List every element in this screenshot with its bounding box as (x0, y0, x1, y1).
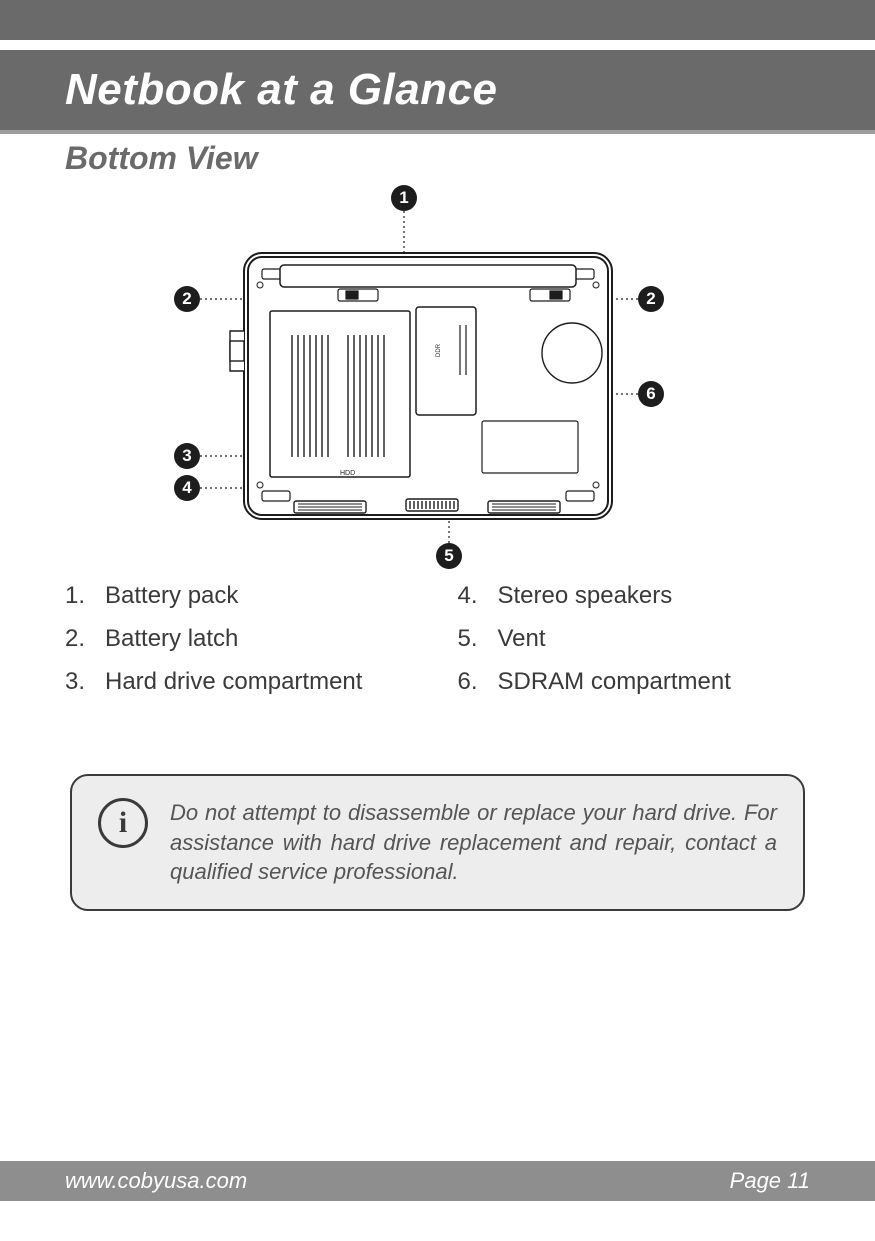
legend-item: 4. Stereo speakers (458, 580, 811, 611)
svg-text:HDD: HDD (340, 470, 355, 477)
page-footer: www.cobyusa.com Page 11 (0, 1161, 875, 1201)
legend-item: 6. SDRAM compartment (458, 666, 811, 697)
footer-page: Page 11 (730, 1168, 810, 1194)
legend-item: 1. Battery pack (65, 580, 418, 611)
callout-5: 5 (436, 543, 462, 569)
bottom-view-diagram: HDD DDR 1 2 2 6 3 4 5 (170, 185, 705, 575)
svg-text:DDR: DDR (436, 343, 442, 357)
section-subtitle: Bottom View (65, 140, 258, 177)
legend-text: SDRAM compartment (498, 666, 731, 697)
legend-text: Hard drive compartment (105, 666, 362, 697)
legend-col-1: 1. Battery pack 2. Battery latch 3. Hard… (65, 580, 418, 710)
legend-col-2: 4. Stereo speakers 5. Vent 6. SDRAM comp… (458, 580, 811, 710)
callout-2a: 2 (174, 286, 200, 312)
legend-num: 5. (458, 623, 484, 654)
page-header: Netbook at a Glance (0, 0, 875, 134)
header-title-bar: Netbook at a Glance (0, 50, 875, 134)
info-callout-box: i Do not attempt to disassemble or repla… (70, 774, 805, 911)
legend-text: Vent (498, 623, 546, 654)
header-top-strip (0, 0, 875, 40)
legend-num: 1. (65, 580, 91, 611)
legend-item: 5. Vent (458, 623, 811, 654)
info-text: Do not attempt to disassemble or replace… (170, 798, 777, 887)
callout-2b: 2 (638, 286, 664, 312)
legend: 1. Battery pack 2. Battery latch 3. Hard… (65, 580, 810, 710)
legend-text: Stereo speakers (498, 580, 673, 611)
legend-num: 6. (458, 666, 484, 697)
legend-num: 2. (65, 623, 91, 654)
legend-item: 3. Hard drive compartment (65, 666, 418, 697)
header-gap (0, 40, 875, 50)
info-icon: i (98, 798, 148, 848)
callout-6: 6 (638, 381, 664, 407)
callout-1: 1 (391, 185, 417, 211)
page-title: Netbook at a Glance (65, 65, 498, 115)
callout-3: 3 (174, 443, 200, 469)
footer-url: www.cobyusa.com (65, 1168, 247, 1194)
legend-item: 2. Battery latch (65, 623, 418, 654)
legend-text: Battery latch (105, 623, 238, 654)
legend-text: Battery pack (105, 580, 238, 611)
legend-num: 4. (458, 580, 484, 611)
netbook-bottom-svg: HDD DDR (170, 185, 705, 570)
legend-num: 3. (65, 666, 91, 697)
callout-4: 4 (174, 475, 200, 501)
